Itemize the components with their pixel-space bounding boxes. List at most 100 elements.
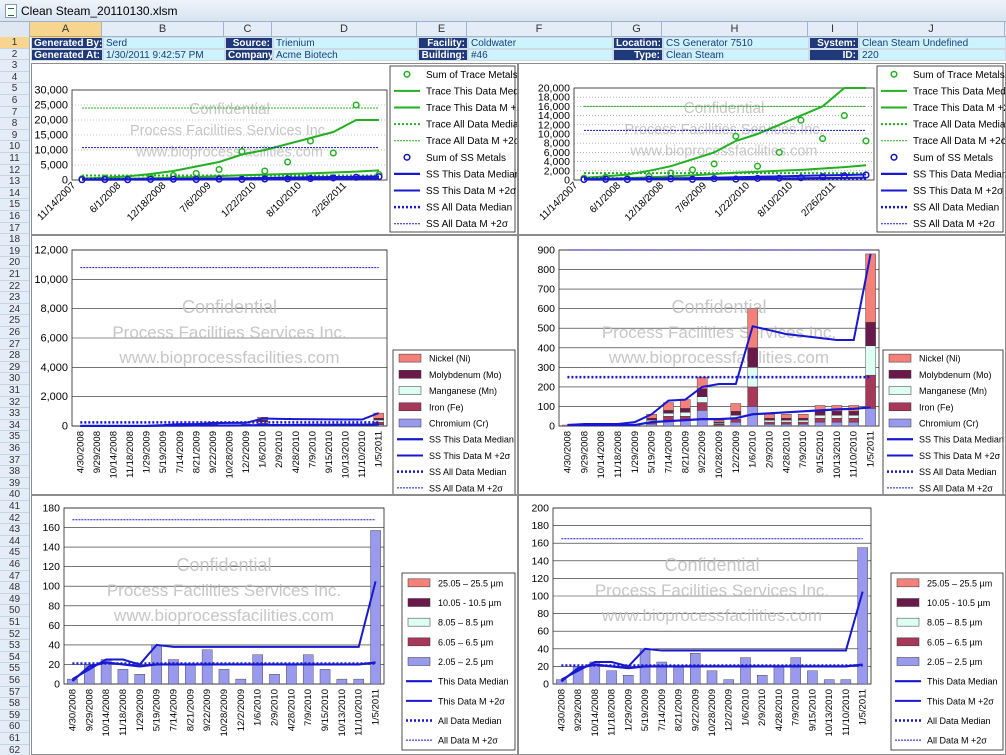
row-header-56[interactable]: 56 bbox=[0, 675, 29, 687]
row-header-22[interactable]: 22 bbox=[0, 281, 29, 293]
column-header-f[interactable]: F bbox=[467, 22, 612, 37]
row-header-35[interactable]: 35 bbox=[0, 431, 29, 443]
row-header-47[interactable]: 47 bbox=[0, 571, 29, 583]
row-header-13[interactable]: 13 bbox=[0, 176, 29, 188]
row-header-24[interactable]: 24 bbox=[0, 304, 29, 316]
row-header-2[interactable]: 2 bbox=[0, 49, 29, 61]
x-tick-label: 10/28/2009 bbox=[714, 431, 725, 479]
row-header-58[interactable]: 58 bbox=[0, 698, 29, 710]
row-header-15[interactable]: 15 bbox=[0, 199, 29, 211]
facility-value[interactable]: Coldwater bbox=[468, 37, 613, 49]
x-tick-label: 11/14/2007 bbox=[537, 180, 580, 223]
column-header-b[interactable]: B bbox=[102, 22, 224, 37]
id-value[interactable]: 220 bbox=[859, 49, 1006, 61]
row-header-17[interactable]: 17 bbox=[0, 223, 29, 235]
company-value[interactable]: Acme Biotech bbox=[273, 49, 418, 61]
row-header-39[interactable]: 39 bbox=[0, 478, 29, 490]
legend-entry: SS This Data M +2σ bbox=[919, 451, 1001, 461]
column-header-a[interactable]: A bbox=[30, 22, 102, 37]
row-header-1[interactable]: 1 bbox=[0, 37, 29, 49]
row-header-55[interactable]: 55 bbox=[0, 663, 29, 675]
row-header-29[interactable]: 29 bbox=[0, 362, 29, 374]
row-header-16[interactable]: 16 bbox=[0, 211, 29, 223]
row-header-59[interactable]: 59 bbox=[0, 710, 29, 722]
row-header-6[interactable]: 6 bbox=[0, 95, 29, 107]
row-header-9[interactable]: 9 bbox=[0, 130, 29, 142]
row-header-28[interactable]: 28 bbox=[0, 350, 29, 362]
column-header-c[interactable]: C bbox=[224, 22, 272, 37]
system-value[interactable]: Clean Steam Undefined bbox=[859, 37, 1006, 49]
bar-segment bbox=[781, 421, 792, 425]
row-header-41[interactable]: 41 bbox=[0, 501, 29, 513]
source-value[interactable]: Trienium bbox=[273, 37, 418, 49]
row-header-19[interactable]: 19 bbox=[0, 246, 29, 258]
row-header-25[interactable]: 25 bbox=[0, 315, 29, 327]
row-header-12[interactable]: 12 bbox=[0, 165, 29, 177]
row-header-38[interactable]: 38 bbox=[0, 466, 29, 478]
row-header-50[interactable]: 50 bbox=[0, 605, 29, 617]
column-header-g[interactable]: G bbox=[612, 22, 662, 37]
row-header-40[interactable]: 40 bbox=[0, 489, 29, 501]
row-header-53[interactable]: 53 bbox=[0, 640, 29, 652]
column-header-h[interactable]: H bbox=[662, 22, 808, 37]
chart-panel-4[interactable]: 0 100 200 300 400 500 600 700 800 900 Confidential… bbox=[518, 235, 1006, 495]
row-header-7[interactable]: 7 bbox=[0, 107, 29, 119]
row-header-36[interactable]: 36 bbox=[0, 443, 29, 455]
y-tick-label: 8,000 bbox=[544, 138, 570, 150]
row-header-26[interactable]: 26 bbox=[0, 327, 29, 339]
row-header-43[interactable]: 43 bbox=[0, 524, 29, 536]
row-header-18[interactable]: 18 bbox=[0, 234, 29, 246]
row-header-32[interactable]: 32 bbox=[0, 397, 29, 409]
row-header-21[interactable]: 21 bbox=[0, 269, 29, 281]
row-header-48[interactable]: 48 bbox=[0, 582, 29, 594]
row-header-30[interactable]: 30 bbox=[0, 373, 29, 385]
row-header-51[interactable]: 51 bbox=[0, 617, 29, 629]
column-header-e[interactable]: E bbox=[417, 22, 467, 37]
y-tick-label: 0 bbox=[543, 679, 549, 691]
row-header-31[interactable]: 31 bbox=[0, 385, 29, 397]
row-header-54[interactable]: 54 bbox=[0, 652, 29, 664]
row-header-23[interactable]: 23 bbox=[0, 292, 29, 304]
bar-segment bbox=[370, 530, 381, 685]
row-header-46[interactable]: 46 bbox=[0, 559, 29, 571]
row-header-60[interactable]: 60 bbox=[0, 721, 29, 733]
location-value[interactable]: CS Generator 7510 bbox=[663, 37, 809, 49]
chart-panel-3[interactable]: 0 2,000 4,000 6,000 8,000 10,000 12,000 Confide… bbox=[31, 235, 518, 495]
chart-panel-6[interactable]: 0 20 40 60 80 100 120 140 160 180 200 Confidential P… bbox=[518, 495, 1006, 755]
chart-panel-5[interactable]: 0 20 40 60 80 100 120 140 160 180 Confidential Proc… bbox=[31, 495, 518, 755]
bar-segment bbox=[235, 678, 247, 685]
row-header-4[interactable]: 4 bbox=[0, 72, 29, 84]
row-header-45[interactable]: 45 bbox=[0, 547, 29, 559]
row-header-14[interactable]: 14 bbox=[0, 188, 29, 200]
row-header-27[interactable]: 27 bbox=[0, 339, 29, 351]
row-header-8[interactable]: 8 bbox=[0, 118, 29, 130]
generated-at-value[interactable]: 1/30/2011 9:42:57 PM bbox=[103, 49, 225, 61]
column-header-j[interactable]: J bbox=[858, 22, 1005, 37]
x-tick-label: 2/26/2011 bbox=[799, 180, 838, 219]
row-header-61[interactable]: 61 bbox=[0, 733, 29, 745]
generated-by-value[interactable]: Serd bbox=[103, 37, 225, 49]
type-value[interactable]: Clean Steam bbox=[663, 49, 809, 61]
row-header-37[interactable]: 37 bbox=[0, 455, 29, 467]
row-header-5[interactable]: 5 bbox=[0, 83, 29, 95]
row-header-57[interactable]: 57 bbox=[0, 687, 29, 699]
x-tick-label: 1/29/2009 bbox=[623, 689, 634, 731]
chart-panel-2[interactable]: 0 2,000 4,000 6,000 8,000 10,000 12,000 14,000 1… bbox=[518, 63, 1006, 235]
row-header-3[interactable]: 3 bbox=[0, 60, 29, 72]
legend-entry: SS All Data Median bbox=[913, 203, 999, 214]
select-all-corner[interactable] bbox=[0, 22, 30, 37]
row-header-49[interactable]: 49 bbox=[0, 594, 29, 606]
building-value[interactable]: #46 bbox=[468, 49, 613, 61]
column-header-i[interactable]: I bbox=[808, 22, 858, 37]
row-header-62[interactable]: 62 bbox=[0, 745, 29, 755]
row-header-11[interactable]: 11 bbox=[0, 153, 29, 165]
row-header-52[interactable]: 52 bbox=[0, 629, 29, 641]
row-header-44[interactable]: 44 bbox=[0, 536, 29, 548]
row-header-20[interactable]: 20 bbox=[0, 257, 29, 269]
row-header-42[interactable]: 42 bbox=[0, 513, 29, 525]
row-header-10[interactable]: 10 bbox=[0, 141, 29, 153]
row-header-34[interactable]: 34 bbox=[0, 420, 29, 432]
chart-panel-1[interactable]: 0 5,000 10,000 15,000 20,000 25,000 30,000 Conf… bbox=[31, 63, 518, 235]
row-header-33[interactable]: 33 bbox=[0, 408, 29, 420]
column-header-d[interactable]: D bbox=[272, 22, 417, 37]
